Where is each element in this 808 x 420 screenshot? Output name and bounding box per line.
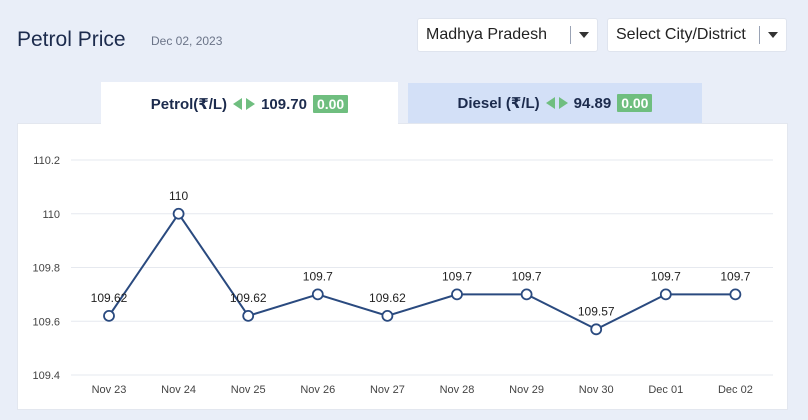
- data-label: 110: [169, 189, 188, 203]
- data-point: [729, 288, 742, 301]
- x-tick-label: Nov 28: [440, 384, 475, 396]
- tab-petrol[interactable]: Petrol(₹/L) 109.70 0.00: [101, 82, 398, 126]
- data-point: [381, 309, 394, 322]
- change-badge: 0.00: [617, 94, 653, 112]
- city-select-value: Select City/District: [616, 26, 746, 43]
- chart-panel: 110.2 110 109.8 109.6 109.4 Nov 23 Nov 24 Nov 2…: [17, 123, 788, 410]
- page-date: Dec 02, 2023: [151, 34, 223, 48]
- select-divider: [570, 26, 571, 44]
- data-label: 109.7: [651, 269, 681, 283]
- select-divider: [759, 26, 760, 44]
- y-tick-label: 110.2: [33, 155, 60, 167]
- data-label: 109.7: [512, 269, 542, 283]
- y-tick-label: 109.4: [32, 370, 60, 382]
- tab-diesel-price: 94.89: [573, 94, 612, 112]
- y-tick-label: 110: [42, 209, 60, 221]
- data-point: [520, 288, 533, 301]
- state-select[interactable]: Madhya Pradesh: [417, 18, 598, 52]
- y-tick-label: 109.6: [32, 316, 60, 328]
- x-tick-label: Nov 25: [231, 384, 266, 396]
- x-tick-label: Nov 26: [300, 384, 335, 396]
- data-label: 109.62: [369, 291, 406, 305]
- data-label: 109.57: [578, 304, 615, 318]
- tab-petrol-price: 109.70: [261, 95, 307, 113]
- caret-down-icon[interactable]: [760, 32, 786, 38]
- series-line: [108, 211, 736, 331]
- tab-diesel-label: Diesel (₹/L): [457, 95, 540, 112]
- data-label: 109.62: [230, 291, 267, 305]
- left-right-arrows-icon: [233, 98, 256, 110]
- data-label: 109.7: [303, 269, 333, 283]
- x-tick-label: Nov 27: [370, 384, 405, 396]
- left-right-arrows-icon: [545, 97, 568, 109]
- state-select-value: Madhya Pradesh: [426, 26, 547, 43]
- data-point: [659, 288, 672, 301]
- x-tick-label: Nov 24: [161, 384, 196, 396]
- x-tick-label: Nov 30: [579, 384, 614, 396]
- data-point: [311, 288, 324, 301]
- data-point: [103, 309, 115, 322]
- tab-diesel[interactable]: Diesel (₹/L) 94.89 0.00: [408, 83, 702, 123]
- data-label: 109.7: [720, 269, 750, 283]
- tab-petrol-label: Petrol(₹/L): [150, 96, 228, 113]
- data-label: 109.7: [442, 269, 472, 283]
- data-label: 109.62: [91, 291, 128, 305]
- price-line-chart: 110.2 110 109.8 109.6 109.4 Nov 23 Nov 24 Nov 2…: [32, 155, 773, 396]
- caret-down-icon[interactable]: [571, 32, 597, 38]
- data-point: [451, 288, 463, 301]
- page-title: Petrol Price: [17, 28, 126, 51]
- x-tick-label: Dec 02: [718, 384, 753, 396]
- data-point: [242, 309, 255, 322]
- x-tick-label: Dec 01: [648, 384, 683, 396]
- data-point: [590, 323, 603, 336]
- change-badge: 0.00: [312, 95, 349, 113]
- x-tick-label: Nov 29: [509, 384, 544, 396]
- x-tick-label: Nov 23: [92, 384, 127, 396]
- data-point: [172, 207, 185, 220]
- y-tick-label: 109.8: [32, 263, 60, 275]
- city-select[interactable]: Select City/District: [607, 18, 787, 52]
